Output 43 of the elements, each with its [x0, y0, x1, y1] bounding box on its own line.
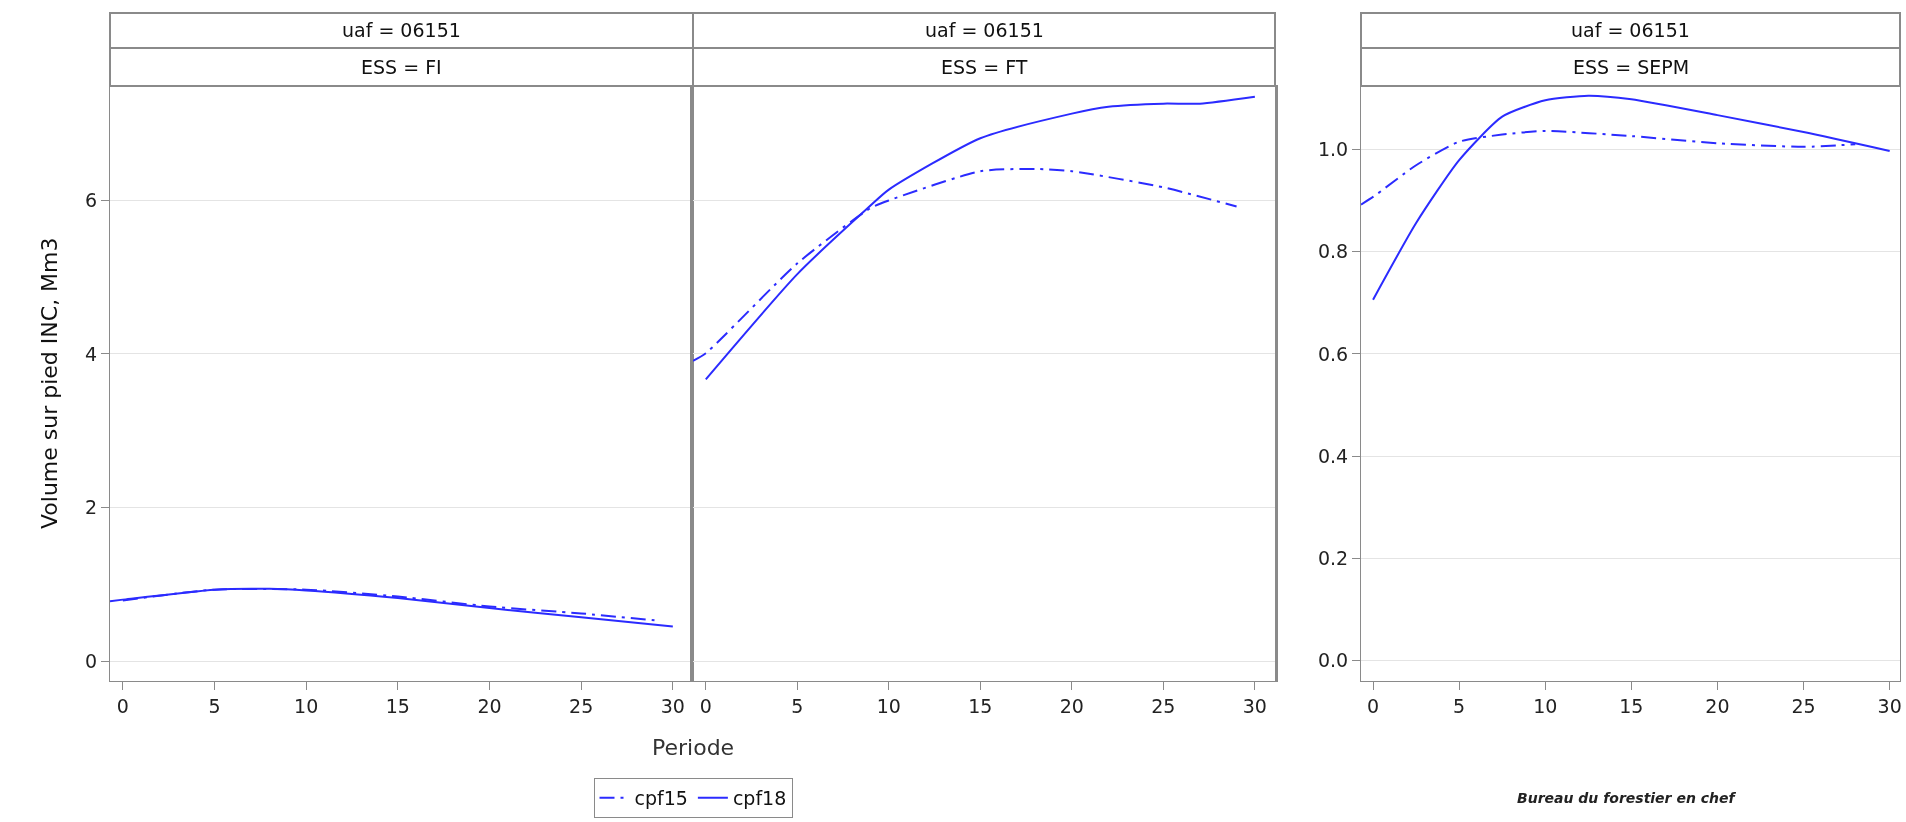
x-tick-label: 0 — [699, 694, 712, 717]
chart-title: uaf = 06151 — [342, 19, 461, 41]
x-tick-label: 0 — [1367, 694, 1380, 717]
x-tick-label: 30 — [1877, 694, 1902, 717]
x-tick-label: 5 — [208, 694, 221, 717]
y-axis-title: Volume sur pied INC, Mm3 — [37, 237, 62, 529]
y-tick-label: 0 — [85, 649, 98, 672]
y-tick-label: 1.0 — [1317, 138, 1349, 161]
y-tick-label: 0.2 — [1317, 546, 1349, 569]
x-tick-label: 25 — [1151, 694, 1176, 717]
x-tick-label: 20 — [477, 694, 502, 717]
x-tick-label: 25 — [569, 694, 594, 717]
y-tick-label: 2 — [85, 496, 98, 519]
legend-label: cpf18 — [732, 787, 787, 810]
x-tick-label: 0 — [116, 694, 129, 717]
chart-title: uaf = 06151 — [925, 19, 1044, 41]
x-tick-label: 30 — [1242, 694, 1267, 717]
legend-label: cpf15 — [634, 787, 688, 810]
y-tick-label: 0.0 — [1317, 649, 1349, 672]
x-tick-label: 25 — [1791, 694, 1816, 717]
x-tick-label: 10 — [876, 694, 901, 717]
x-tick-label: 10 — [294, 694, 319, 717]
x-tick-label: 10 — [1533, 694, 1558, 717]
chart-subtitle: ESS = FI — [361, 56, 442, 78]
y-tick-label: 4 — [85, 342, 98, 365]
x-tick-label: 5 — [1453, 694, 1466, 717]
text: Bureau du forestier en chef — [1517, 790, 1737, 806]
y-tick-label: 0.6 — [1317, 342, 1349, 365]
y-tick-label: 6 — [85, 189, 98, 212]
x-tick-label: 5 — [791, 694, 804, 717]
x-tick-label: 15 — [1619, 694, 1644, 717]
x-tick-label: 20 — [1705, 694, 1730, 717]
x-tick-label: 30 — [660, 694, 685, 717]
chart-title: uaf = 06151 — [1571, 19, 1690, 41]
chart-subtitle: ESS = FT — [941, 56, 1028, 78]
chart-subtitle: ESS = SEPM — [1573, 56, 1690, 78]
x-tick-label: 20 — [1059, 694, 1084, 717]
line-series — [110, 587, 674, 628]
y-tick-label: 0.4 — [1317, 444, 1349, 467]
x-tick-label: 15 — [385, 694, 410, 717]
y-tick-label: 0.8 — [1317, 240, 1349, 263]
x-tick-label: 15 — [968, 694, 993, 717]
x-axis-title: Periode — [652, 735, 735, 760]
